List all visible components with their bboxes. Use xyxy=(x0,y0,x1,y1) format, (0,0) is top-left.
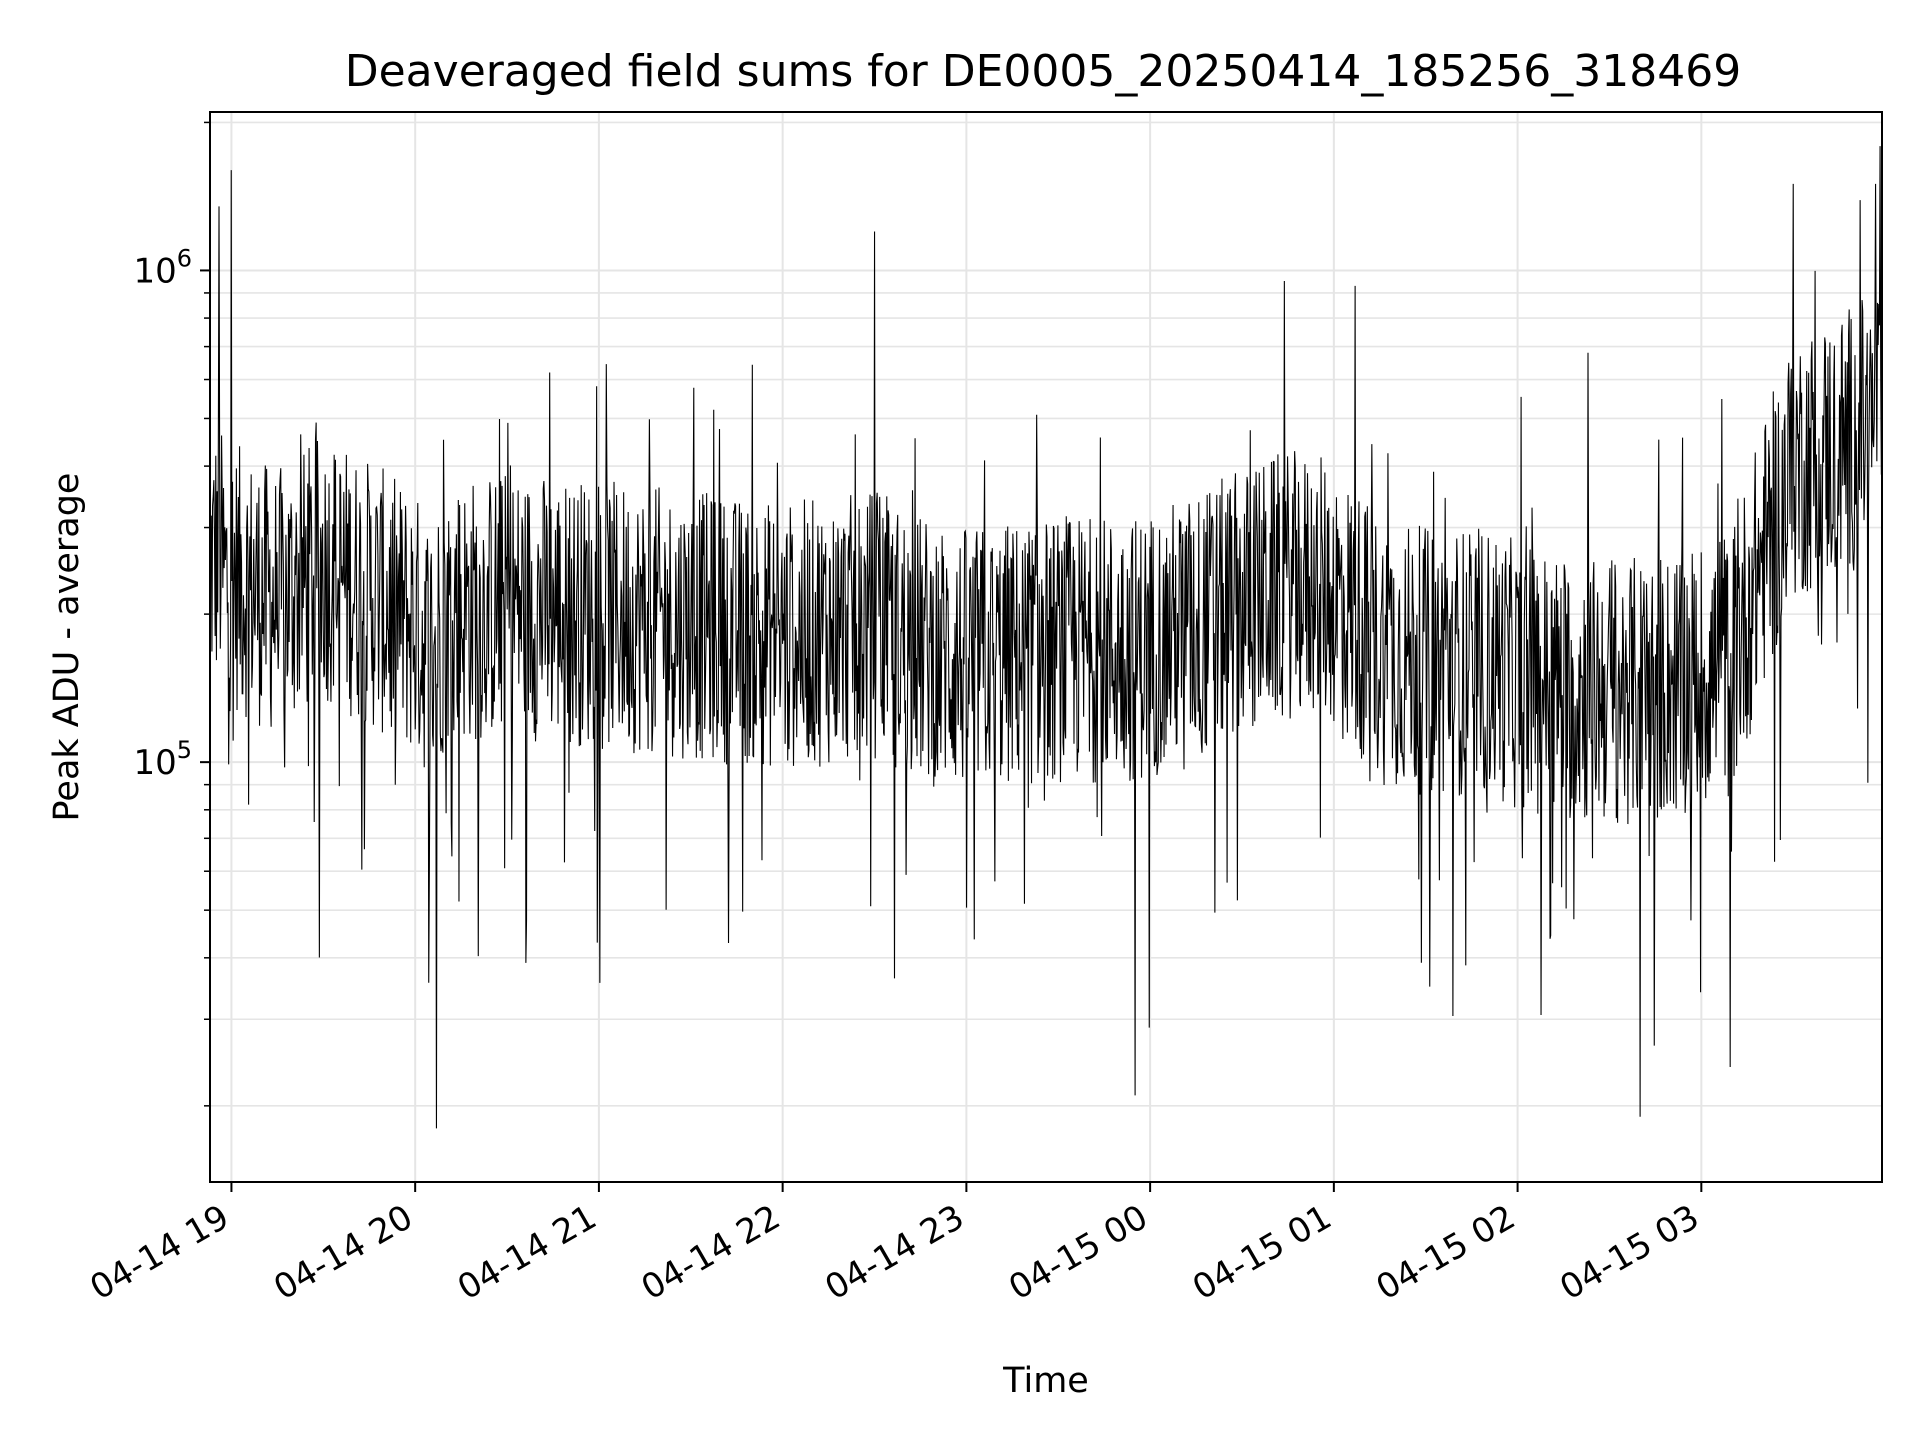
y-tick-base: 10 xyxy=(133,251,176,291)
y-tick-exponent: 6 xyxy=(177,244,192,272)
x-tick-label: 04-14 21 xyxy=(451,1197,603,1308)
y-tick-label: 105 xyxy=(133,736,192,783)
chart-title: Deaveraged field sums for DE0005_2025041… xyxy=(345,46,1742,97)
series-line xyxy=(209,146,1883,1129)
x-tick-label: 04-14 22 xyxy=(635,1197,787,1308)
x-tick-label: 04-15 03 xyxy=(1553,1197,1705,1308)
x-tick-label: 04-14 19 xyxy=(84,1197,236,1308)
x-tick-label: 04-15 01 xyxy=(1186,1197,1338,1308)
y-axis-label: Peak ADU - average xyxy=(47,473,87,822)
x-tick-label: 04-15 02 xyxy=(1370,1197,1522,1308)
x-axis: 04-14 19 04-14 20 04-14 21 04-14 22 04-14 23… xyxy=(84,1182,1706,1308)
y-tick-base: 10 xyxy=(133,743,176,783)
x-tick-label: 04-14 23 xyxy=(818,1197,970,1308)
x-axis-label: Time xyxy=(1002,1361,1089,1401)
axes-frame xyxy=(209,111,1883,1183)
x-tick-label: 04-14 20 xyxy=(267,1197,419,1308)
x-tick-label: 04-15 00 xyxy=(1002,1197,1154,1308)
y-tick-exponent: 5 xyxy=(177,736,192,764)
y-tick-label: 106 xyxy=(133,244,192,291)
plot-area xyxy=(209,146,1883,1129)
